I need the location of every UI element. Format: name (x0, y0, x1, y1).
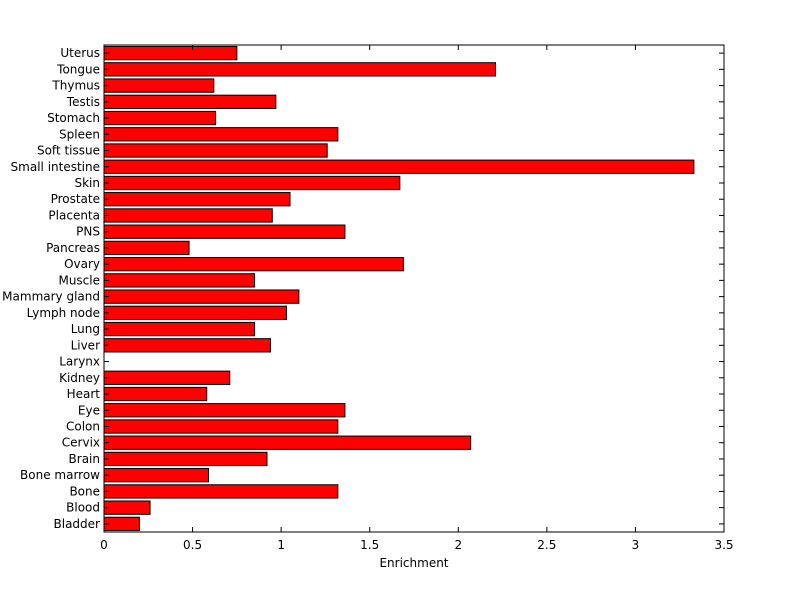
x-tick-label: 3 (632, 538, 640, 552)
bar-lymph-node (103, 305, 287, 321)
category-label: Pancreas (46, 241, 100, 255)
category-label: Prostate (51, 192, 100, 206)
x-tick-label: 0.5 (183, 538, 202, 552)
bar-tongue (103, 62, 496, 77)
category-label: Larynx (59, 355, 100, 369)
category-label: Small intestine (11, 160, 100, 174)
bar-blood (103, 500, 151, 515)
bar-small-intestine (103, 159, 695, 174)
category-label: Placenta (48, 208, 100, 222)
category-label: Cervix (62, 436, 100, 450)
bar-eye (103, 403, 346, 418)
bar-prostate (103, 192, 291, 207)
bar-uterus (103, 45, 238, 61)
category-label: Bladder (54, 517, 101, 531)
bar-soft-tissue (103, 143, 328, 158)
category-label: Soft tissue (37, 144, 100, 158)
x-tick-label: 3.5 (714, 538, 733, 552)
bar-pns (103, 224, 346, 239)
bar-lung (103, 321, 256, 337)
category-label: Colon (66, 419, 100, 433)
bar-testis (103, 94, 277, 109)
bar-muscle (103, 273, 256, 288)
x-tick-label: 2 (454, 538, 462, 552)
bar-liver (103, 338, 272, 353)
bar-kidney (103, 370, 231, 385)
bar-placenta (103, 208, 273, 223)
category-label: Lymph node (27, 306, 100, 320)
bar-heart (103, 386, 208, 402)
x-axis-title: Enrichment (379, 556, 448, 570)
category-label: Liver (71, 338, 101, 352)
category-label: Spleen (59, 127, 100, 141)
category-label: Testis (66, 95, 100, 109)
category-label: Muscle (58, 273, 100, 287)
axes-frame (103, 44, 725, 533)
labels-group: Uterus Tongue Thymus Testis Stomach Spleen Sof… (2, 46, 733, 552)
category-label: Heart (67, 387, 101, 401)
category-label: Skin (74, 176, 100, 190)
category-label: Eye (78, 403, 100, 417)
x-tick-label: 0 (100, 538, 108, 552)
x-tick-label: 1 (277, 538, 285, 552)
category-label: Stomach (47, 111, 100, 125)
x-tick-label: 2.5 (537, 538, 556, 552)
category-label: Tongue (56, 62, 100, 76)
bar-bone-marrow (103, 468, 210, 483)
category-label: Mammary gland (2, 290, 100, 304)
category-label: Thymus (51, 79, 100, 93)
bar-thymus (103, 78, 215, 93)
bar-brain (103, 451, 268, 467)
category-label: Ovary (64, 257, 100, 271)
category-label: PNS (76, 225, 100, 239)
bar-pancreas (103, 240, 190, 256)
category-label: Bone (69, 484, 100, 498)
category-label: Uterus (60, 46, 100, 60)
bar-colon (103, 419, 339, 434)
bar-cervix (103, 435, 472, 450)
bar-stomach (103, 110, 217, 126)
bar-ovary (103, 256, 404, 272)
category-label: Blood (66, 501, 100, 515)
x-tick-label: 1.5 (360, 538, 379, 552)
category-label: Kidney (59, 371, 100, 385)
category-label: Bone marrow (20, 468, 100, 482)
bar-spleen (103, 127, 339, 142)
bar-skin (103, 175, 401, 191)
ticks-group (103, 45, 725, 532)
bar-bladder (103, 516, 140, 532)
category-label: Brain (69, 452, 100, 466)
category-label: Lung (71, 322, 100, 336)
bar-mammary-gland (103, 289, 300, 304)
bar-bone (103, 484, 339, 499)
